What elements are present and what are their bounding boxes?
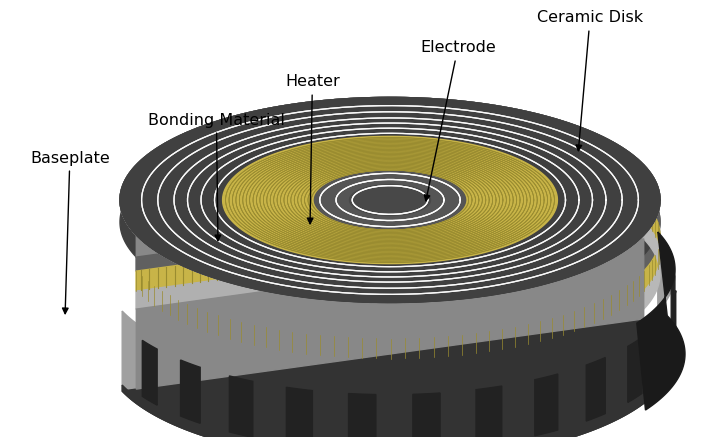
Polygon shape [120, 97, 660, 302]
Polygon shape [120, 97, 644, 257]
Text: Bonding Material: Bonding Material [148, 112, 285, 241]
Polygon shape [136, 274, 390, 389]
Polygon shape [122, 317, 675, 437]
Polygon shape [222, 136, 557, 264]
Polygon shape [122, 237, 675, 437]
Polygon shape [390, 239, 644, 354]
Polygon shape [181, 360, 200, 423]
Polygon shape [136, 200, 390, 257]
Polygon shape [315, 171, 466, 229]
Polygon shape [636, 232, 685, 410]
Polygon shape [673, 291, 676, 357]
Polygon shape [136, 165, 660, 325]
Polygon shape [120, 97, 660, 302]
Polygon shape [535, 374, 558, 436]
Polygon shape [476, 386, 502, 437]
Polygon shape [671, 266, 675, 333]
Polygon shape [413, 393, 440, 437]
Text: Ceramic Disk: Ceramic Disk [537, 10, 643, 151]
Polygon shape [315, 171, 466, 229]
Ellipse shape [120, 97, 660, 302]
Polygon shape [136, 201, 660, 359]
Polygon shape [390, 201, 644, 256]
Text: Electrode: Electrode [420, 41, 496, 201]
Polygon shape [390, 187, 644, 236]
Polygon shape [349, 184, 431, 215]
Polygon shape [136, 221, 660, 377]
Polygon shape [349, 184, 431, 215]
Polygon shape [230, 376, 253, 437]
Polygon shape [122, 311, 675, 437]
Polygon shape [222, 136, 557, 264]
Polygon shape [628, 337, 642, 402]
Text: Heater: Heater [285, 74, 340, 224]
Polygon shape [136, 256, 390, 309]
Polygon shape [143, 340, 157, 405]
Polygon shape [349, 184, 431, 215]
Polygon shape [586, 357, 606, 421]
Polygon shape [136, 236, 390, 291]
Polygon shape [120, 97, 660, 302]
Polygon shape [287, 387, 312, 437]
Polygon shape [120, 97, 660, 302]
Polygon shape [390, 221, 644, 274]
Polygon shape [136, 187, 660, 339]
Polygon shape [348, 394, 376, 437]
Polygon shape [120, 97, 660, 302]
Text: Baseplate: Baseplate [30, 150, 109, 314]
Polygon shape [657, 315, 666, 381]
Polygon shape [349, 184, 431, 215]
Polygon shape [150, 241, 645, 437]
Polygon shape [120, 97, 660, 302]
Polygon shape [222, 136, 557, 264]
Polygon shape [315, 171, 466, 229]
Polygon shape [222, 136, 557, 264]
Polygon shape [136, 222, 390, 271]
Polygon shape [315, 171, 466, 229]
Polygon shape [390, 165, 644, 222]
